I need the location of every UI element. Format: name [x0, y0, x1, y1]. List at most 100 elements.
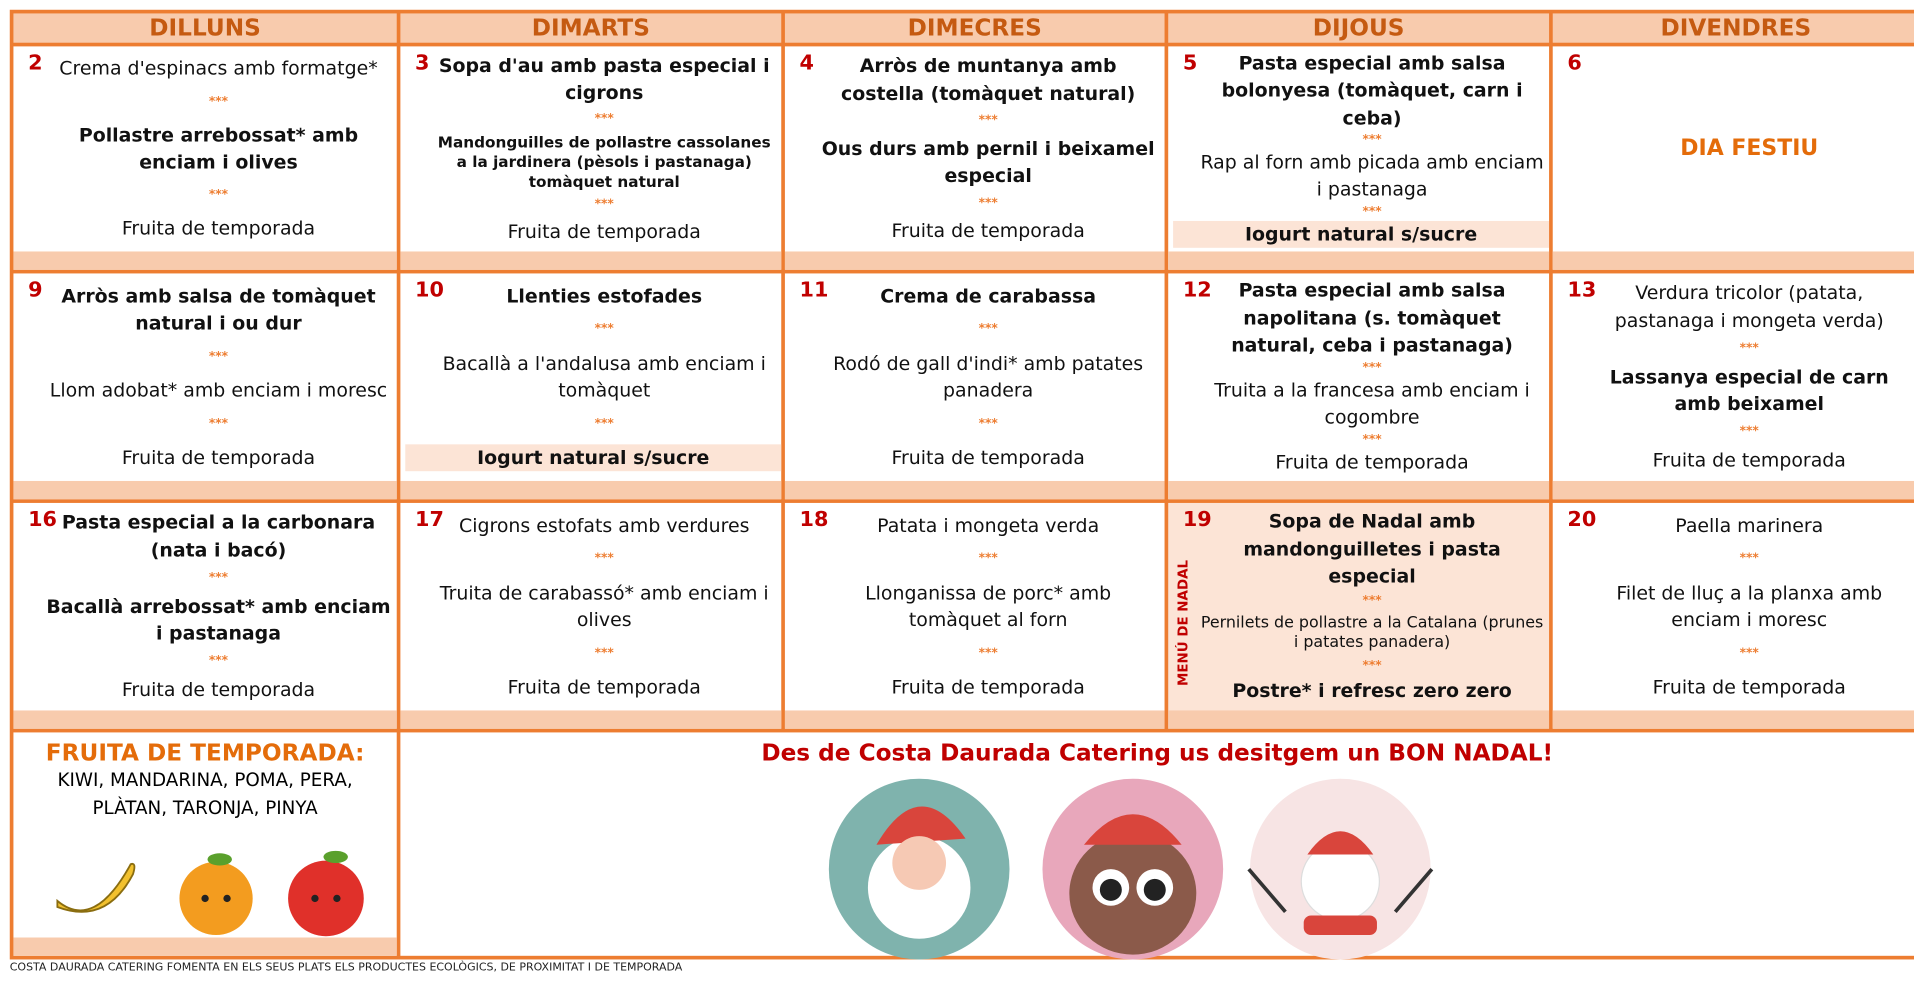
fruit-icons [56, 850, 364, 937]
fruit-cell: FRUITA DE TEMPORADA: KIWI, MANDARINA, POM… [13, 732, 397, 956]
dish: Fruita de temporada [1275, 452, 1469, 475]
cell-strip [784, 480, 1165, 500]
hat [876, 806, 966, 845]
day-header: DIVENDRES [1552, 13, 1914, 43]
dish: Fruita de temporada [1652, 676, 1846, 699]
cell-body: Cigrons estofats amb verdures *** Truita d… [432, 505, 776, 708]
menu-cell: 11 Crema de carabassa *** Rodó de gall d'in… [784, 273, 1165, 500]
scarf [1303, 915, 1377, 936]
dish: Truita a la francesa amb enciam i cogomb… [1214, 379, 1530, 430]
dish: Fruita de temporada [891, 220, 1085, 243]
cell-body: Verdura tricolor (patata, pastanaga i mo… [1584, 276, 1914, 479]
hat [1307, 831, 1374, 855]
separator: *** [594, 417, 614, 431]
face [892, 836, 947, 890]
separator: *** [978, 646, 998, 660]
pupil [1143, 878, 1166, 901]
dish: Fruita de temporada [121, 678, 316, 701]
day-number: 13 [1567, 278, 1597, 303]
orange-icon [179, 861, 253, 936]
owl-body [1069, 832, 1197, 955]
dish: Mandonguilles de pollastre cassolanes a … [437, 132, 771, 191]
cell-strip [1552, 710, 1914, 729]
day-number: 6 [1567, 51, 1582, 76]
menu-cell: 19 MENÚ DE NADAL Sopa de Nadal amb mandong… [1168, 502, 1550, 729]
banana-icon [56, 862, 136, 913]
dish: Fruita de temporada [891, 446, 1085, 469]
menu-cell: 2 Crema d'espinacs amb formatge* *** Pollas… [13, 46, 397, 270]
cell-body: Crema de carabassa *** Rodó de gall d'indi… [817, 276, 1160, 479]
dish: Llonganissa de porc* amb tomàquet al for… [865, 581, 1112, 632]
apple-icon [288, 860, 364, 937]
day-number: 4 [799, 51, 815, 76]
dish: Fruita de temporada [891, 676, 1085, 699]
dish: Sopa de Nadal amb mandonguilletes i past… [1243, 510, 1501, 588]
dish: Bacallà arrebossat* amb enciam i pastana… [46, 595, 391, 645]
dish: Sopa d'au amb pasta especial i cigrons [438, 54, 770, 105]
separator: *** [1739, 425, 1759, 439]
day-number: 5 [1182, 51, 1198, 76]
dish: Lassanya especial de carn amb beixamel [1609, 365, 1889, 416]
eye [333, 894, 341, 903]
menu-cell: 5 Pasta especial amb salsa bolonyesa (tom… [1168, 46, 1550, 270]
menu-cell: 12 Pasta especial amb salsa napolitana (s… [1168, 273, 1550, 500]
cell-strip [13, 251, 397, 270]
day-number: 9 [28, 278, 43, 303]
dish: Fruita de temporada [507, 676, 701, 699]
separator: *** [594, 322, 614, 337]
menu-cell: 3 Sopa d'au amb pasta especial i cigrons *… [400, 46, 782, 270]
day-number: 17 [415, 507, 444, 533]
dish: Iogurt natural s/sucre [405, 444, 782, 472]
cell-body: Paella marinera *** Filet de lluç a la pla… [1584, 505, 1914, 708]
dish: Rap al forn amb picada amb enciam i past… [1200, 151, 1544, 201]
dish: Pernilets de pollastre a la Catalana (pr… [1200, 613, 1544, 653]
separator: *** [1362, 204, 1382, 219]
dish: Truita de carabassó* amb enciam i olives [439, 581, 769, 632]
day-number: 18 [799, 507, 829, 533]
separator: *** [978, 552, 998, 566]
cell-body: Arròs de muntanya amb costella (tomàquet… [817, 49, 1160, 249]
menu-cell: 17 Cigrons estofats amb verdures *** Truita… [400, 502, 782, 729]
separator: *** [594, 112, 614, 127]
day-number: 19 [1182, 507, 1212, 533]
menu-cell: 10 Llenties estofades *** Bacallà a l'andal… [400, 273, 782, 500]
cell-strip [400, 480, 782, 500]
separator: *** [208, 571, 229, 585]
dish: DIA FESTIU [1680, 135, 1819, 162]
eye [223, 894, 231, 903]
dish: Crema d'espinacs amb formatge* [59, 57, 378, 80]
separator: *** [208, 654, 229, 669]
separator: *** [1362, 594, 1382, 609]
menu-cell: 18 Patata i mongeta verda *** Llonganissa d… [784, 502, 1165, 729]
cell-strip [13, 937, 397, 956]
separator: *** [1739, 552, 1759, 566]
dish: Patata i mongeta verda [877, 514, 1100, 537]
separator: *** [208, 350, 229, 364]
dish: Arròs de muntanya amb costella (tomàquet… [840, 55, 1136, 105]
separator: *** [1739, 341, 1759, 356]
dish: Pasta especial amb salsa bolonyesa (tomà… [1221, 52, 1523, 130]
cell-strip [13, 480, 397, 500]
dish: Ous durs amb pernil i beixamel especial [821, 137, 1155, 188]
cell-strip [1552, 251, 1914, 270]
separator: *** [594, 552, 614, 566]
leaf [207, 853, 232, 866]
day-number: 12 [1182, 278, 1212, 303]
menu-cell: 16 Pasta especial a la carbonara (nata i … [13, 502, 397, 729]
eye [201, 894, 209, 903]
cell-body: Arròs amb salsa de tomàquet natural i ou… [45, 276, 392, 479]
leaf [323, 850, 348, 864]
footer-note: COSTA DAURADA CATERING FOMENTA EN ELS SE… [9, 961, 683, 975]
cell-strip [1168, 251, 1550, 270]
cell-body: Sopa de Nadal amb mandonguilletes i past… [1200, 505, 1544, 708]
cell-body: Pasta especial amb salsa bolonyesa (tomà… [1173, 49, 1550, 249]
cell-strip [784, 710, 1165, 729]
day-number: 10 [415, 278, 444, 303]
separator: *** [1739, 646, 1759, 660]
dish: Fruita de temporada [507, 220, 701, 243]
menu-cell: 9 Arròs amb salsa de tomàquet natural i o… [13, 273, 397, 500]
dish: Llenties estofades [506, 285, 703, 308]
dish: Paella marinera [1675, 514, 1824, 537]
